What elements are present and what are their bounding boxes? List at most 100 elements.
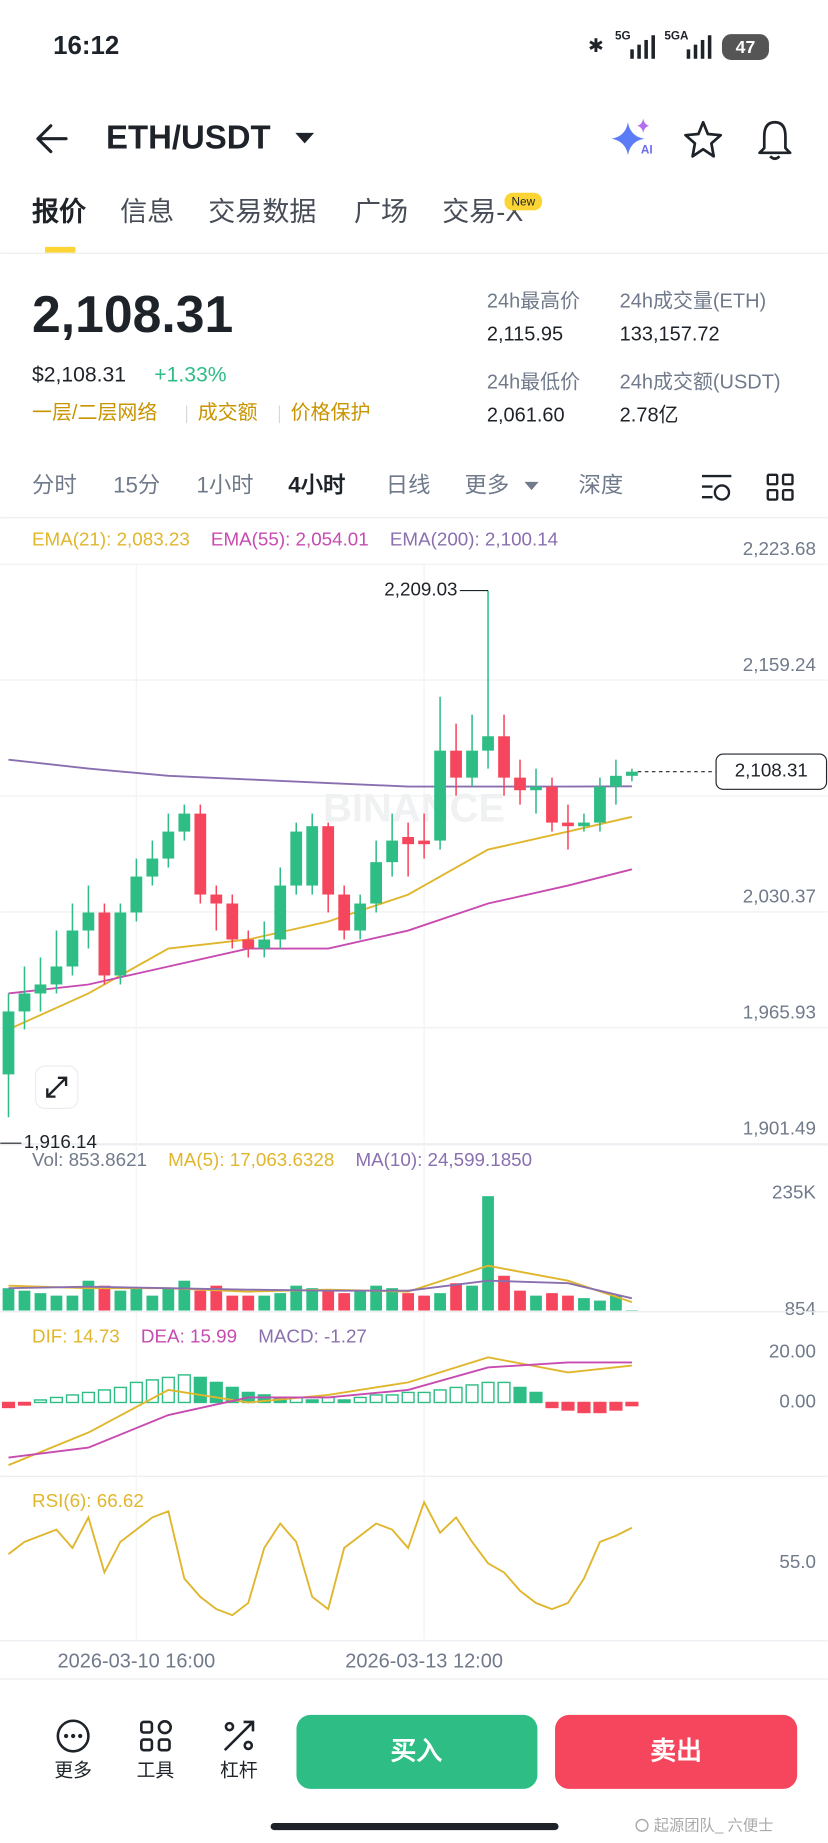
candle-body [322,826,335,895]
interval-bar: 分时 15分 1小时 4小时 日线 更多 深度 [32,473,623,498]
candle-body [562,822,574,827]
stat-label: 24h最高价 [487,289,580,312]
tag[interactable]: 一层/二层网络 [32,401,157,424]
pair-title[interactable]: ETH/USDT [106,119,271,156]
volume-bar [162,1288,175,1311]
indicator-legend: MA(10): 24,599.1850 [355,1149,532,1170]
tool-label[interactable]: 工具 [137,1759,175,1780]
more-icon[interactable] [56,1719,90,1753]
candle-body [386,840,399,863]
macd-bar [257,1394,271,1404]
candle-body [626,771,638,776]
alert-button[interactable] [758,120,792,161]
stats-panel: 24h最高价 2,115.95 24h成交量(ETH) 133,157.72 24h最低… [487,289,781,426]
tool-label[interactable]: 更多 [54,1759,92,1780]
divider [0,252,828,254]
chart-settings-button[interactable] [701,474,732,501]
more-dropdown[interactable] [524,481,539,491]
volume-bar [450,1283,462,1311]
macd-bar [433,1389,447,1404]
volume-bar [482,1196,494,1311]
tab[interactable]: 报价 [32,197,87,227]
macd-bar [369,1394,383,1404]
volume-bar [66,1295,79,1311]
tab[interactable]: 信息 [120,197,174,227]
back-button[interactable] [36,124,68,154]
macd-bar [609,1401,623,1411]
indicator-legend: MA(5): 17,063.6328 [168,1149,334,1170]
indicator-line [7,1499,633,1617]
volume-bar [82,1280,95,1311]
candle-body [338,894,351,931]
macd-bar [193,1376,207,1404]
interval[interactable]: 深度 [579,473,624,498]
macd-bar [561,1401,575,1411]
indicator-legend: DIF: 14.73 [32,1326,120,1347]
stat-value: 2,061.60 [487,404,565,426]
tool-label[interactable]: 杠杆 [220,1759,258,1780]
x-tick-label: 2026-03-13 12:00 [345,1650,503,1672]
watermark-icon [635,1818,649,1832]
interval[interactable]: 日线 [386,473,431,498]
volume-bar [18,1290,31,1311]
interval[interactable]: 15分 [113,473,160,498]
candle-body [18,993,31,1012]
tag[interactable]: 成交额 [198,401,258,424]
tools-icon[interactable] [140,1720,172,1752]
tag-separator [278,405,281,424]
volume-bar [226,1295,239,1311]
price-change: +1.33% [154,364,226,387]
candle-body [402,836,414,845]
volume-bar [466,1285,478,1311]
interval[interactable]: 4小时 [288,473,345,498]
volume-bar [354,1290,367,1311]
volume-bar [274,1293,287,1311]
interval[interactable]: 更多 [465,473,510,498]
favorite-button[interactable] [684,120,723,158]
volume-bar [514,1290,526,1311]
candle-body [354,903,367,931]
volume-bar [210,1285,223,1311]
candle-body [306,826,319,886]
macd-bar [65,1394,80,1404]
macd-bar [577,1401,591,1414]
stat-label: 24h最低价 [487,370,580,393]
stat-value: 2.78亿 [620,403,679,426]
candle-body [242,939,255,949]
candle-body [418,840,430,845]
fullscreen-button[interactable] [34,1065,79,1109]
volume-bar [498,1275,510,1311]
volume-bar [338,1293,351,1311]
volume-bar [578,1298,590,1311]
volume-bar [386,1288,399,1311]
pair-dropdown[interactable] [295,132,315,144]
volume-bar [370,1285,383,1311]
indicator-legend: EMA(21): 2,083.23 [32,529,190,550]
macd-bar [481,1381,495,1404]
candle-body [434,750,446,841]
volume-bar [290,1285,303,1311]
tab[interactable]: 广场 [354,197,408,227]
interval[interactable]: 分时 [32,473,77,498]
candle-body [50,966,63,985]
tool-labels: 更多 工具 杠杆 [54,1759,258,1780]
volume-bar [402,1293,414,1311]
y-tick-label: 2,159.24 [743,654,816,675]
tag[interactable]: 价格保护 [291,401,371,424]
chart-watermark: BINANCE [323,787,505,831]
volume-bar [146,1295,159,1311]
leverage-icon[interactable] [223,1720,255,1752]
candle-body [450,750,462,778]
ai-button[interactable]: AI [611,118,653,157]
tab[interactable]: 交易数据 [208,197,316,227]
new-badge-label: New [512,195,536,208]
layout-button[interactable] [766,473,794,501]
divider [0,517,828,519]
indicator-legend: RSI(6): 66.62 [32,1490,144,1511]
max-label: 2,209.03 [384,579,457,600]
sell-button[interactable] [555,1714,798,1789]
interval[interactable]: 1小时 [197,473,254,498]
buy-button[interactable] [296,1714,538,1789]
indicator-legend: DEA: 15.99 [141,1326,237,1347]
macd-bar [145,1379,159,1404]
